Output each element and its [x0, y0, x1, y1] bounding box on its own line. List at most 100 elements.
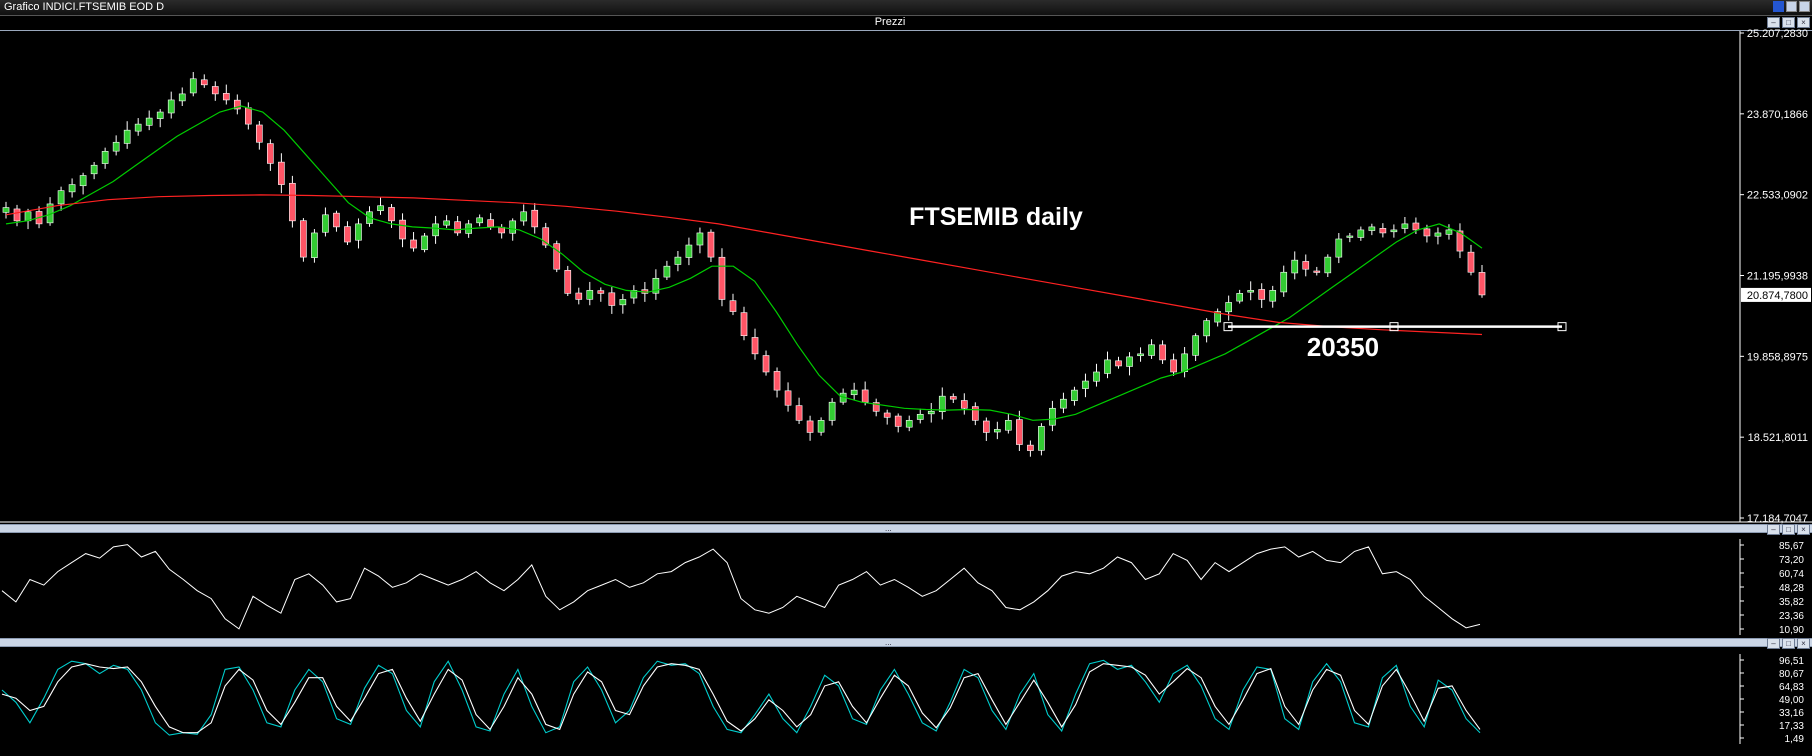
candle-bull: [905, 420, 913, 428]
panel-separator-1[interactable]: ... – □ ×: [0, 524, 1812, 535]
window-title: Grafico INDICI.FTSEMIB EOD D: [4, 1, 165, 13]
candle-bear: [1379, 228, 1387, 234]
osc1-line: [1, 544, 1481, 630]
panel-separator-2[interactable]: ... – □ ×: [0, 638, 1812, 649]
candle-bear: [982, 420, 990, 433]
candle-bear: [1478, 272, 1486, 296]
price-tick-label: 21.195,9938: [1747, 271, 1808, 283]
last-price-box: [1741, 287, 1811, 302]
candle-bull: [1445, 229, 1453, 235]
candle-bull: [520, 211, 528, 222]
candle-bull: [2, 207, 10, 213]
candle-bull: [57, 190, 65, 205]
candle-bull: [1346, 235, 1354, 238]
panel-close-icon[interactable]: ×: [1797, 524, 1810, 535]
candle-bull: [1137, 353, 1144, 357]
candle-bear: [894, 415, 902, 427]
candle-bull: [1060, 398, 1067, 409]
candle-bull: [927, 410, 935, 415]
candle-bear: [344, 226, 351, 243]
candle-bull: [134, 123, 142, 132]
price-tick-label: 18.521,8011: [1748, 432, 1808, 444]
candle-bear: [564, 270, 572, 294]
candle-bear: [806, 420, 814, 433]
candle-bear: [256, 124, 263, 143]
candle-bear: [1159, 344, 1166, 361]
candle-bull: [619, 299, 627, 306]
candle-bull: [1126, 356, 1133, 367]
candle-bear: [278, 161, 285, 185]
panel-maximize-icon[interactable]: □: [1782, 524, 1795, 535]
candle-bull: [850, 389, 858, 396]
candle-bull: [685, 244, 693, 258]
candle-bear: [487, 219, 494, 228]
candle-bull: [1335, 238, 1343, 258]
price-panel-title: Prezzi: [874, 16, 906, 28]
candle-bull: [1357, 229, 1365, 238]
candle-bear: [872, 402, 880, 412]
price-panel-controls: – □ ×: [1767, 17, 1810, 28]
panel-maximize-icon[interactable]: □: [1782, 638, 1795, 649]
candle-bear: [1258, 289, 1266, 300]
candle-bull: [1390, 229, 1398, 233]
candle-bull: [1214, 311, 1221, 323]
candle-bear: [233, 99, 241, 110]
candle-bull: [421, 235, 428, 251]
osc2-tick-label: 33,16: [1779, 708, 1804, 719]
candle-bear: [729, 300, 737, 312]
candle-bear: [751, 337, 759, 355]
panel-close-icon[interactable]: ×: [1797, 638, 1810, 649]
chart-title: FTSEMIB daily: [909, 203, 1083, 231]
price-tick-label: 22.533,0902: [1747, 190, 1808, 202]
separator-grip: ...: [885, 524, 892, 533]
panel-maximize-icon[interactable]: □: [1782, 17, 1795, 28]
candle-bull: [178, 93, 186, 102]
candle-bull: [916, 414, 924, 420]
price-tick-label: 17.184,7047: [1747, 513, 1808, 525]
candle-bull: [1401, 223, 1409, 229]
candle-bear: [861, 389, 869, 403]
candle-bull: [123, 129, 131, 144]
window-controls: [1773, 1, 1810, 12]
candle-bull: [101, 151, 109, 164]
candle-bear: [222, 93, 230, 101]
window-restore-icon[interactable]: [1773, 1, 1784, 12]
osc2-tick-label: 64,83: [1779, 682, 1804, 693]
candle-bear: [740, 312, 748, 337]
oscillator-1-axis: 85,67 73,20 60,74 48,28 35,82 23,36 10,90: [1739, 539, 1804, 636]
osc2-tick-label: 96,51: [1779, 656, 1804, 667]
candle-bear: [1467, 251, 1475, 273]
window-minimize-icon[interactable]: [1786, 1, 1797, 12]
osc2-tick-label: 49,00: [1779, 695, 1804, 706]
candle-bull: [1104, 359, 1111, 374]
candle-bear: [1456, 230, 1464, 252]
candle-bull: [1280, 271, 1288, 293]
candle-bull: [674, 256, 682, 265]
candle-bear: [211, 86, 219, 95]
candle-bull: [1324, 256, 1332, 274]
candle-bull: [994, 429, 1001, 433]
candle-bull: [377, 205, 384, 212]
window-titlebar: Grafico INDICI.FTSEMIB EOD D: [0, 0, 1812, 16]
candle-bull: [1082, 380, 1089, 389]
candle-bull: [1225, 302, 1232, 313]
panel-minimize-icon[interactable]: –: [1767, 638, 1780, 649]
panel-close-icon[interactable]: ×: [1797, 17, 1810, 28]
oscillator-2-axis: 96,51 80,67 64,83 49,00 33,16 17,33 1,49: [1739, 654, 1804, 745]
candle-bull: [663, 265, 671, 278]
candle-bear: [971, 406, 979, 421]
candle-bull: [432, 223, 439, 237]
osc1-tick-label: 85,67: [1779, 541, 1804, 552]
candle-bull: [938, 395, 946, 413]
candle-bear: [597, 290, 605, 294]
panel-minimize-icon[interactable]: –: [1767, 524, 1780, 535]
candle-bull: [79, 175, 87, 187]
candle-bull: [1434, 232, 1442, 237]
candle-bear: [289, 182, 296, 222]
panel-minimize-icon[interactable]: –: [1767, 17, 1780, 28]
osc1-tick-label: 23,36: [1779, 611, 1804, 622]
candle-bull: [1005, 420, 1012, 431]
candle-bull: [145, 117, 153, 126]
window-close-icon[interactable]: [1799, 1, 1810, 12]
